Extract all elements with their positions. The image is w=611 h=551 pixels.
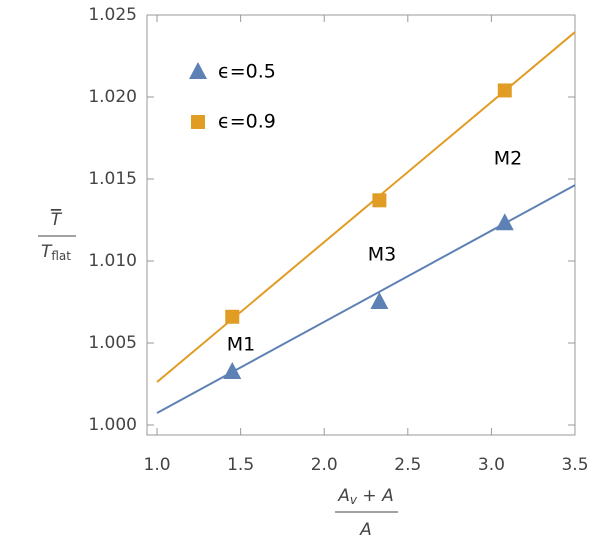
x-label-num-main: A	[337, 486, 350, 506]
square-marker	[191, 115, 205, 129]
fit-line	[156, 184, 576, 414]
x-tick-label: 2.5	[394, 455, 421, 475]
y-tick-label: 1.020	[88, 87, 137, 107]
x-tick-label: 3.0	[478, 455, 505, 475]
triangle-marker	[189, 62, 207, 79]
annotation: M2	[494, 148, 522, 170]
x-tick-label: 1.0	[144, 455, 171, 475]
y-tick-label: 1.010	[88, 251, 137, 271]
y-label-numerator: T	[51, 210, 63, 230]
legend-label: ϵ=0.5	[218, 61, 276, 83]
square-marker	[225, 309, 240, 324]
y-tick-label: 1.015	[88, 169, 137, 189]
triangle-marker	[370, 291, 389, 309]
legend-label: ϵ=0.9	[218, 111, 276, 133]
fit-line	[156, 31, 576, 383]
y-tick-label: 1.005	[88, 333, 137, 353]
frame	[146, 14, 576, 436]
annotation: M3	[368, 244, 396, 266]
x-tick-label: 3.5	[561, 455, 588, 475]
annotation: M1	[227, 334, 255, 356]
x-label-num-rest: + A	[357, 486, 394, 506]
square-marker	[372, 193, 387, 208]
x-label-num-sub: v	[350, 493, 358, 507]
y-label-den-sub: flat	[51, 249, 71, 263]
square-marker	[497, 83, 512, 98]
triangle-marker	[495, 213, 514, 231]
x-tick-label: 2.0	[311, 455, 338, 475]
y-tick-label: 1.000	[88, 415, 137, 435]
y-label-den-main: T	[41, 242, 53, 262]
triangle-marker	[223, 362, 242, 380]
y-tick-label: 1.025	[88, 5, 137, 25]
x-label-numerator: Av + A	[337, 486, 393, 507]
x-tick-label: 1.5	[227, 455, 254, 475]
y-label-denominator: Tflat	[41, 242, 71, 263]
x-label-denominator: A	[359, 520, 372, 540]
